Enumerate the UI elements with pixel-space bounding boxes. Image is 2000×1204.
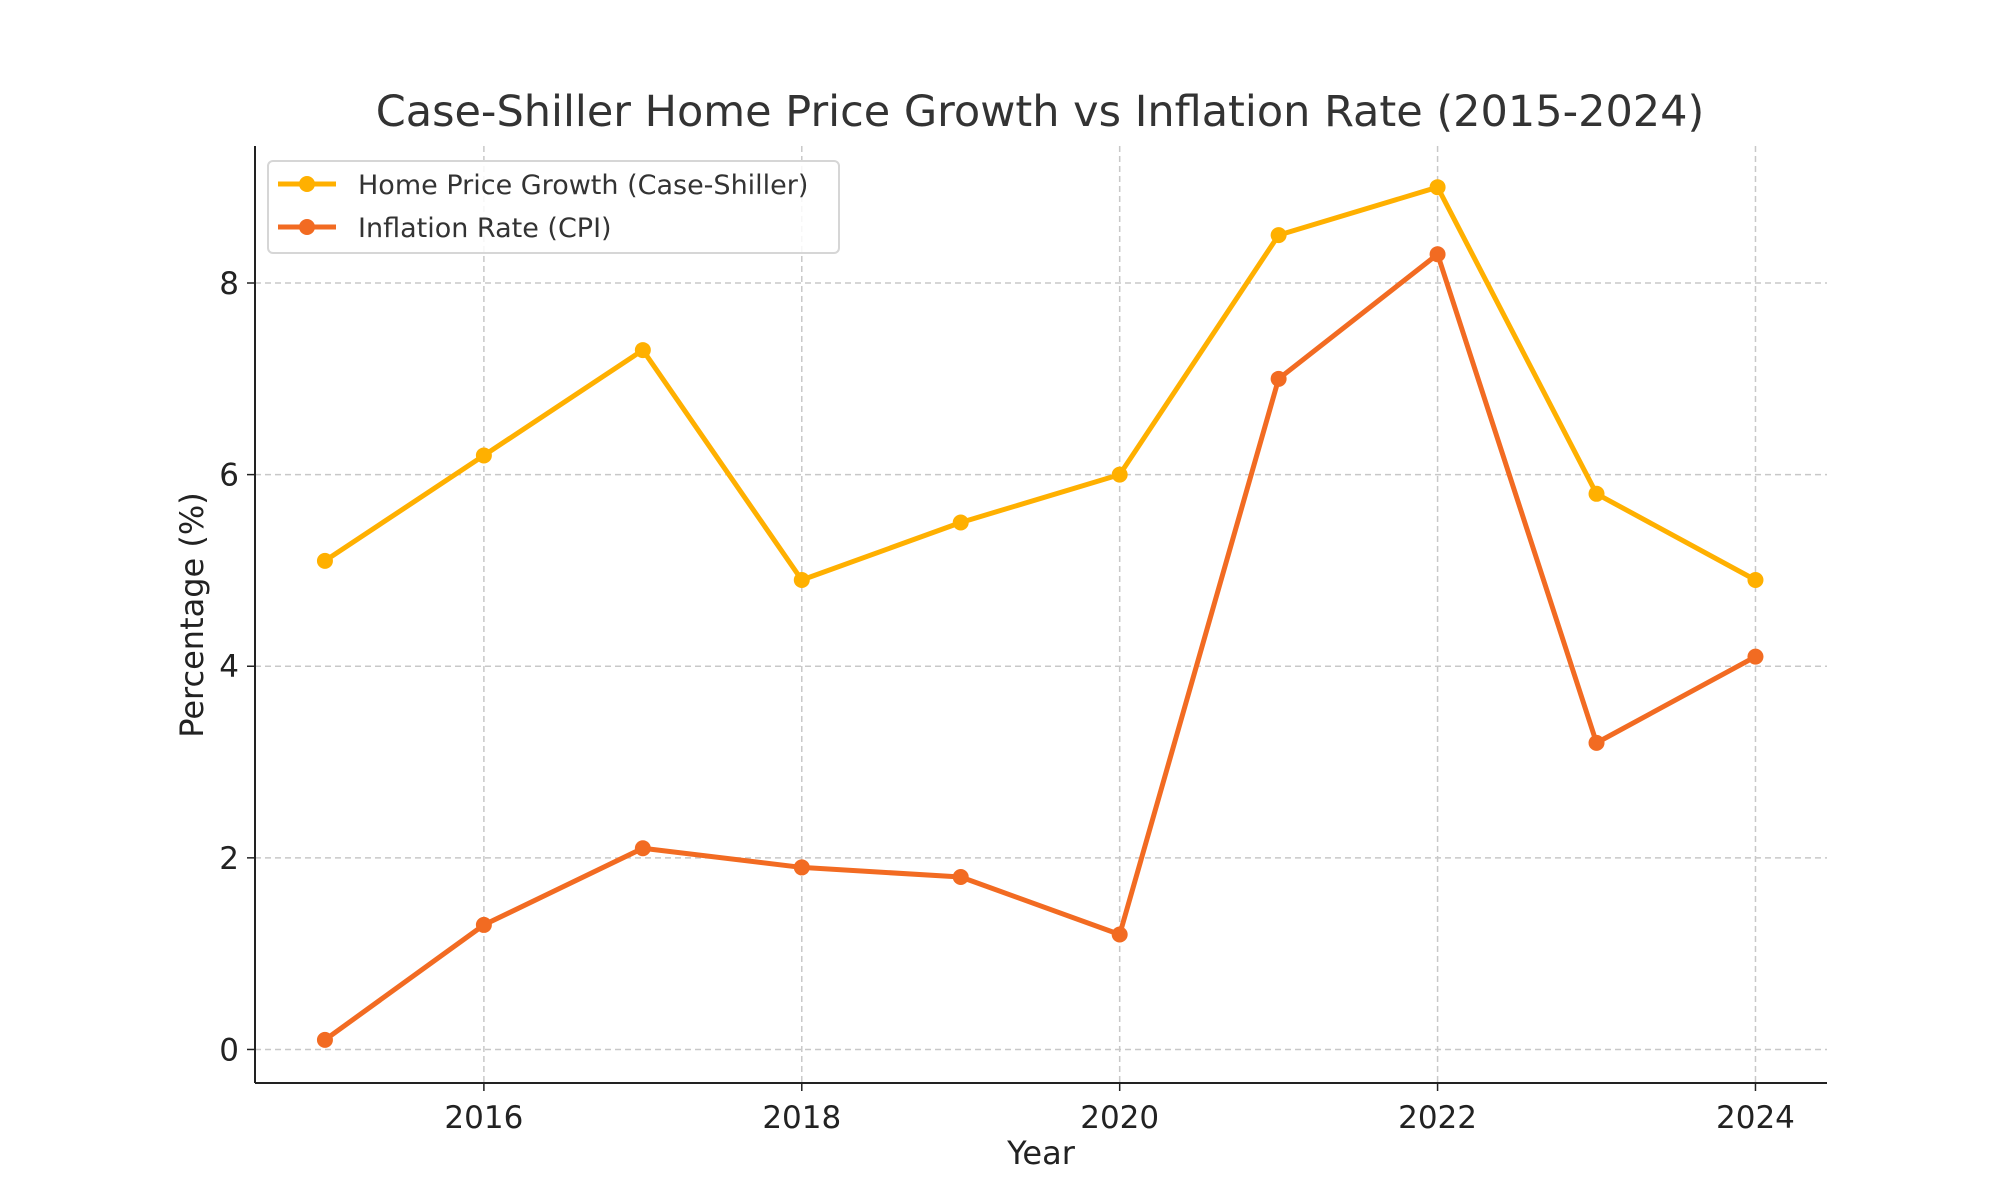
data-point [1747,648,1764,665]
data-point [634,342,651,359]
x-tick-label: 2020 [1080,1100,1159,1136]
data-point [1747,572,1764,589]
data-point [1588,485,1605,502]
data-point [634,840,651,857]
legend: Home Price Growth (Case-Shiller) Inflatio… [267,160,840,254]
legend-label: Inflation Rate (CPI) [358,213,612,244]
data-point [1270,227,1287,244]
legend-label: Home Price Growth (Case-Shiller) [358,170,808,201]
series-line-1 [323,251,1757,1042]
data-point [1270,370,1287,387]
series-group [316,179,1764,1048]
data-point [475,447,492,464]
legend-marker [299,176,315,192]
x-tick-label: 2022 [1398,1100,1477,1136]
data-point [1111,926,1128,943]
data-point [1429,179,1446,196]
y-tick-label: 8 [219,266,239,302]
x-tick-label: 2018 [762,1100,841,1136]
legend-box [267,160,840,254]
axes: 2016 2018 2020 2022 2024 0 2 4 6 8 [219,146,1827,1136]
x-axis-label: Year [1006,1134,1076,1172]
y-axis-label: Percentage (%) [173,492,211,738]
data-point [1111,466,1128,483]
y-tick-label: 0 [219,1032,239,1068]
y-tick-label: 4 [219,649,239,685]
chart-title: Case-Shiller Home Price Growth vs Inflat… [376,87,1705,137]
grid [255,146,1827,1083]
data-point [793,572,810,589]
data-point [316,552,333,569]
data-point [316,1031,333,1048]
data-point [952,869,969,886]
y-tick-label: 2 [219,841,239,877]
x-tick-label: 2024 [1716,1100,1795,1136]
data-point [1429,246,1446,263]
x-tick-label: 2016 [444,1100,523,1136]
legend-marker [299,219,315,235]
data-point [475,916,492,933]
data-point [1588,734,1605,751]
data-point [793,859,810,876]
y-tick-label: 6 [219,458,239,494]
series-line-0 [323,184,1757,583]
data-point [952,514,969,531]
